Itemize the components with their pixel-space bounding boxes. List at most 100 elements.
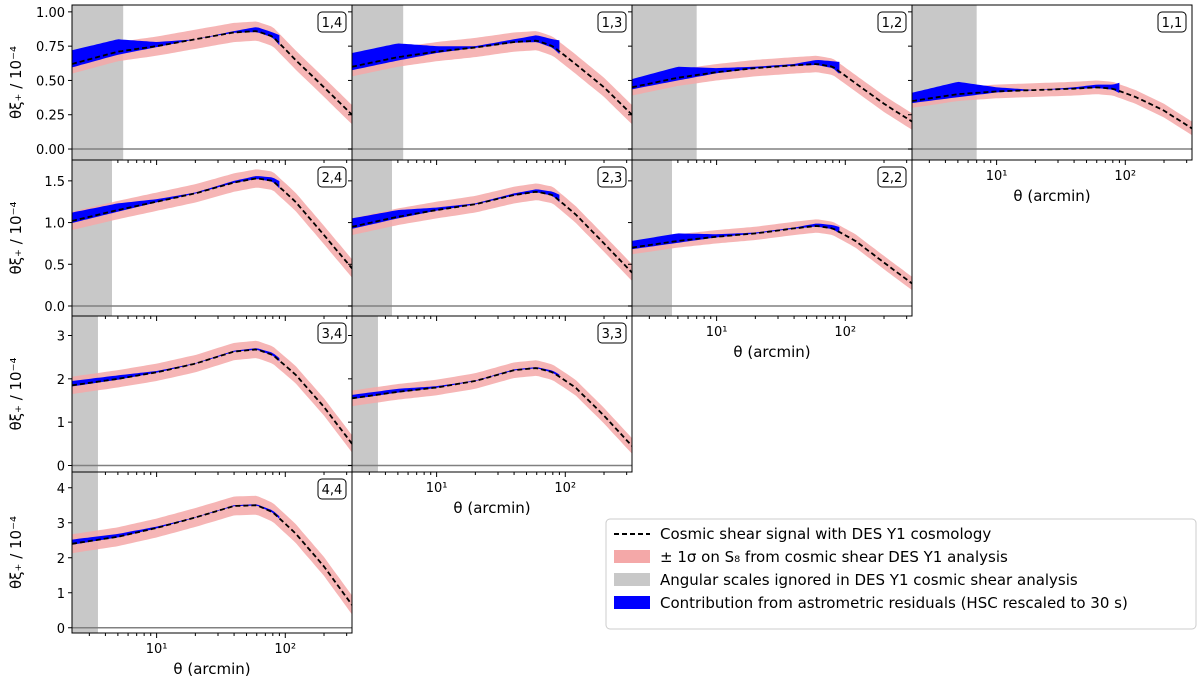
y-tick-label: 1.00 xyxy=(36,6,65,21)
panel-2-2: 2,2 10¹ 10² θ (arcmin) xyxy=(628,159,913,361)
ignored-scales-region xyxy=(72,5,124,160)
astrometric-contribution xyxy=(72,27,280,68)
ignored-scales-region xyxy=(72,160,112,316)
panel-frame xyxy=(631,159,913,317)
signal-line xyxy=(72,348,352,445)
x-tick-label: 10¹ xyxy=(706,325,728,340)
panel-1-1: 1,1 10¹ 10² θ (arcmin) xyxy=(908,4,1193,205)
panel-tag-box xyxy=(317,11,347,33)
sigma-band xyxy=(632,219,912,291)
panel-frame xyxy=(71,471,353,634)
panel-tag: 1,4 xyxy=(317,11,347,33)
panel-plot-area-1-2 xyxy=(632,5,912,160)
y-tick-label: 0 xyxy=(57,460,65,475)
panel-tag-text: 3,3 xyxy=(602,327,623,342)
y-tick-label: 0.0 xyxy=(44,300,65,315)
y-tick-label: 0.50 xyxy=(36,74,65,89)
legend-swatch-ignored xyxy=(614,573,650,586)
y-tick-label: 0 xyxy=(57,622,65,637)
panel-3-3: 3,3 10¹ 10² θ (arcmin) xyxy=(348,315,633,517)
legend-swatch-astrometric xyxy=(614,596,650,609)
y-axis-label: θξ₊ / 10⁻⁴ xyxy=(7,201,25,274)
panel-tag-text: 1,4 xyxy=(322,16,343,31)
panel-tag-box xyxy=(597,166,627,188)
panel-tag-box xyxy=(877,11,907,33)
panel-tag-text: 2,3 xyxy=(602,171,623,186)
panel-3-4: 3,4 0 1 2 3 θξ₊ / 10⁻⁴ xyxy=(7,315,353,477)
ignored-scales-region xyxy=(352,5,404,160)
ignored-scales-region xyxy=(352,160,392,316)
panel-tag-box xyxy=(317,478,347,500)
x-axis-label: θ (arcmin) xyxy=(453,499,530,517)
panel-plot-area-2-2 xyxy=(632,160,912,316)
panel-plot-area-2-3 xyxy=(352,160,632,316)
panel-tag: 2,3 xyxy=(597,166,627,188)
panel-tag: 1,3 xyxy=(597,11,627,33)
y-tick-label: 0.5 xyxy=(44,258,65,273)
y-tick-label: 3 xyxy=(57,330,65,345)
panel-tag-box xyxy=(1157,11,1187,33)
x-tick-label: 10² xyxy=(554,481,576,496)
panel-tag-text: 3,4 xyxy=(322,327,343,342)
y-tick-label: 1.5 xyxy=(44,175,65,190)
signal-line xyxy=(352,190,632,274)
panel-tag-box xyxy=(317,322,347,344)
panel-tag: 1,2 xyxy=(877,11,907,33)
y-axis-label: θξ₊ / 10⁻⁴ xyxy=(7,46,25,119)
y-tick-label: 1.0 xyxy=(44,217,65,232)
panel-tag-box xyxy=(597,11,627,33)
panel-frame xyxy=(351,315,633,473)
signal-line xyxy=(632,225,912,285)
legend-label-signal: Cosmic shear signal with DES Y1 cosmolog… xyxy=(660,525,991,543)
y-tick-label: 1 xyxy=(57,416,65,431)
panel-tag: 1,1 xyxy=(1157,11,1187,33)
sigma-band xyxy=(352,360,632,454)
panel-tag: 2,4 xyxy=(317,166,347,188)
panel-plot-area-3-3 xyxy=(352,316,632,472)
sigma-band xyxy=(72,169,352,278)
panel-tag-box xyxy=(877,166,907,188)
panel-tag-text: 1,2 xyxy=(882,16,903,31)
x-tick-label: 10¹ xyxy=(426,481,448,496)
panel-tag: 4,4 xyxy=(317,478,347,500)
panel-tag-text: 2,2 xyxy=(882,171,903,186)
sigma-band xyxy=(72,495,352,615)
x-tick-label: 10² xyxy=(834,325,856,340)
panel-plot-area-1-1 xyxy=(912,5,1192,160)
legend-label-sigma-band: ± 1σ on S₈ from cosmic shear DES Y1 anal… xyxy=(660,548,1008,566)
y-axis-label: θξ₊ / 10⁻⁴ xyxy=(7,357,25,430)
panel-tag-text: 1,1 xyxy=(1162,16,1183,31)
panel-2-4: 2,4 0.0 0.5 1.0 1.5 θξ₊ / 10⁻⁴ xyxy=(7,159,353,321)
panel-plot-area-1-4 xyxy=(72,5,352,160)
signal-line xyxy=(72,504,352,606)
panel-tag-text: 4,4 xyxy=(322,483,343,498)
signal-line xyxy=(912,86,1192,130)
ignored-scales-region xyxy=(912,5,977,160)
panel-tag: 3,4 xyxy=(317,322,347,344)
legend-swatch-sigma-band xyxy=(614,550,650,563)
sigma-band xyxy=(72,340,352,453)
ignored-scales-region xyxy=(72,316,98,472)
x-axis-label: θ (arcmin) xyxy=(1013,187,1090,205)
y-tick-label: 0.25 xyxy=(36,109,65,124)
y-tick-label: 1 xyxy=(57,587,65,602)
x-axis-label: θ (arcmin) xyxy=(173,660,250,678)
panel-frame xyxy=(911,4,1193,161)
astrometric-contribution xyxy=(352,35,560,71)
panel-1-2: 1,2 xyxy=(628,4,913,165)
y-tick-label: 2 xyxy=(57,552,65,567)
signal-line xyxy=(72,177,352,269)
signal-line xyxy=(632,63,912,123)
legend-frame xyxy=(605,518,1197,630)
y-tick-label: 2 xyxy=(57,373,65,388)
legend-label-astrometric: Contribution from astrometric residuals … xyxy=(660,594,1128,612)
x-tick-label: 10² xyxy=(1114,169,1136,184)
x-tick-label: 10¹ xyxy=(146,642,168,657)
panel-2-3: 2,3 xyxy=(348,159,633,321)
panel-tag-text: 1,3 xyxy=(602,16,623,31)
y-tick-label: 0.00 xyxy=(36,143,65,158)
panel-tag-text: 2,4 xyxy=(322,171,343,186)
panel-1-4: 1,4 0.00 0.25 0.50 0.75 1.00 θξ₊ / 10⁻⁴ xyxy=(7,4,353,165)
panel-tag-box xyxy=(597,322,627,344)
